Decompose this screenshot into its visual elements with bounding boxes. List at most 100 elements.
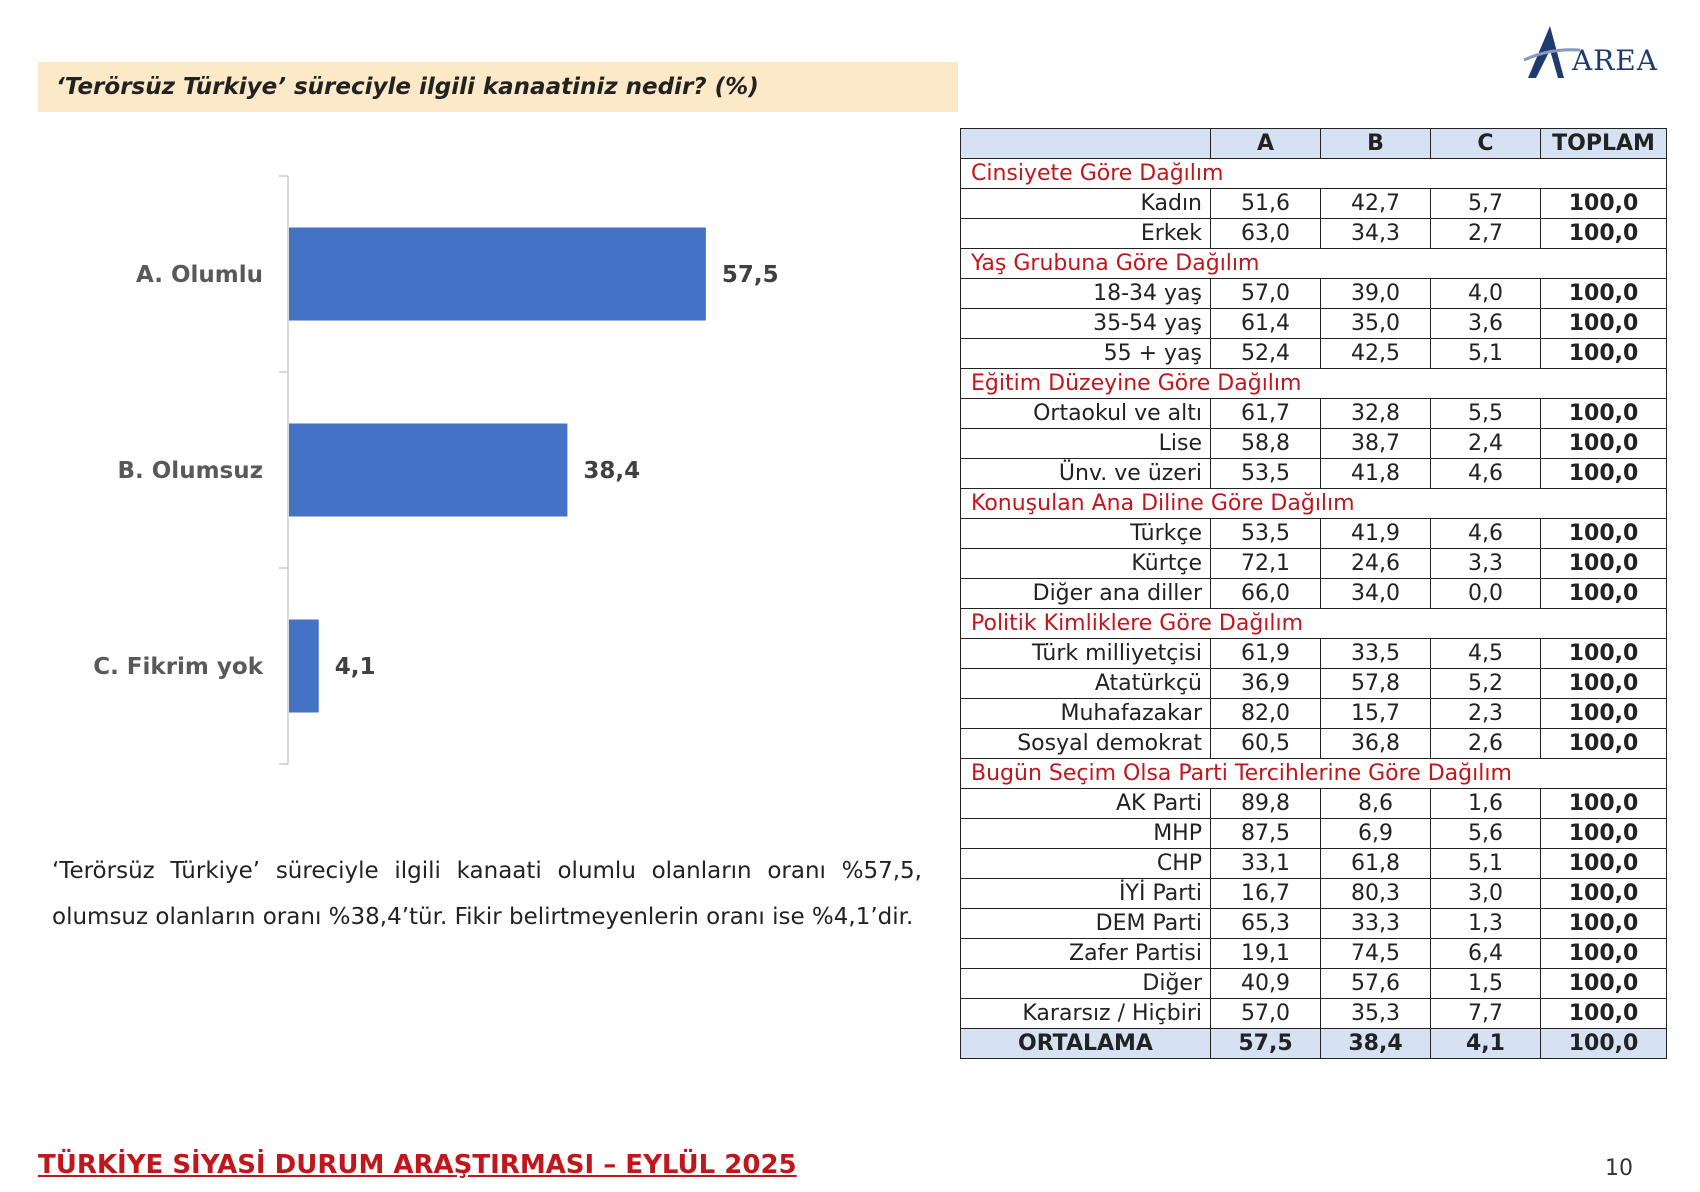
category-label: A. Olumlu	[136, 262, 263, 288]
row-label: MHP	[960, 818, 1211, 849]
table-row: DEM Parti 65,3 33,3 1,3 100,0	[960, 908, 1667, 939]
row-label: Kadın	[960, 188, 1211, 219]
average-label: ORTALAMA	[960, 1028, 1211, 1059]
table-cell: 61,9	[1210, 638, 1321, 669]
table-cell: 100,0	[1540, 578, 1667, 609]
table-cell: 72,1	[1210, 548, 1321, 579]
table-cell: 100,0	[1540, 308, 1667, 339]
table-cell: 100,0	[1540, 818, 1667, 849]
table-cell: 33,3	[1320, 908, 1431, 939]
row-label: CHP	[960, 848, 1211, 879]
table-cell: 52,4	[1210, 338, 1321, 369]
table-row: 35-54 yaş 61,4 35,0 3,6 100,0	[960, 308, 1667, 339]
question-title: ‘Terörsüz Türkiye’ süreciyle ilgili kana…	[38, 62, 958, 112]
table-row: CHP 33,1 61,8 5,1 100,0	[960, 848, 1667, 879]
table-cell: 6,9	[1320, 818, 1431, 849]
table-cell: 100,0	[1540, 998, 1667, 1029]
group-title: Konuşulan Ana Diline Göre Dağılım	[960, 488, 1667, 519]
table-row: Ortaokul ve altı 61,7 32,8 5,5 100,0	[960, 398, 1667, 429]
table-row: MHP 87,5 6,9 5,6 100,0	[960, 818, 1667, 849]
table-cell: 1,6	[1430, 788, 1541, 819]
table-cell: 100,0	[1540, 788, 1667, 819]
table-cell: 33,1	[1210, 848, 1321, 879]
data-label: 38,4	[583, 458, 640, 484]
table-cell: 100,0	[1540, 878, 1667, 909]
table-row: Erkek 63,0 34,3 2,7 100,0	[960, 218, 1667, 249]
table-cell: 2,4	[1430, 428, 1541, 459]
row-label: Diğer	[960, 968, 1211, 999]
header-cell: A	[1210, 128, 1321, 159]
table-cell: 100,0	[1540, 968, 1667, 999]
row-label: Zafer Partisi	[960, 938, 1211, 969]
average-row: ORTALAMA 57,5 38,4 4,1 100,0	[960, 1028, 1667, 1059]
table-cell: 5,1	[1430, 848, 1541, 879]
table-cell: 5,1	[1430, 338, 1541, 369]
summary-text: ‘Terörsüz Türkiye’ süreciyle ilgili kana…	[52, 858, 922, 930]
table-cell: 33,5	[1320, 638, 1431, 669]
average-cell: 100,0	[1540, 1028, 1667, 1059]
row-label: İYİ Parti	[960, 878, 1211, 909]
table-cell: 36,8	[1320, 728, 1431, 759]
table-cell: 2,3	[1430, 698, 1541, 729]
table-cell: 5,2	[1430, 668, 1541, 699]
table-cell: 100,0	[1540, 458, 1667, 489]
logo-a-mark-icon	[1523, 26, 1581, 78]
row-label: Türk milliyetçisi	[960, 638, 1211, 669]
table-cell: 87,5	[1210, 818, 1321, 849]
table-row: Diğer 40,9 57,6 1,5 100,0	[960, 968, 1667, 999]
group-header-row: Cinsiyete Göre Dağılım	[960, 158, 1667, 189]
row-label: DEM Parti	[960, 908, 1211, 939]
table-cell: 53,5	[1210, 518, 1321, 549]
header-cell: C	[1430, 128, 1541, 159]
table-cell: 100,0	[1540, 668, 1667, 699]
table-cell: 6,4	[1430, 938, 1541, 969]
table-cell: 16,7	[1210, 878, 1321, 909]
table-cell: 100,0	[1540, 728, 1667, 759]
table-cell: 4,0	[1430, 278, 1541, 309]
table-cell: 41,9	[1320, 518, 1431, 549]
table-row: Muhafazakar 82,0 15,7 2,3 100,0	[960, 698, 1667, 729]
table-cell: 100,0	[1540, 428, 1667, 459]
breakdown-table: A B C TOPLAM Cinsiyete Göre Dağılım Kadın…	[960, 128, 1667, 1059]
table-cell: 4,5	[1430, 638, 1541, 669]
row-label: Kararsız / Hiçbiri	[960, 998, 1211, 1029]
table-cell: 60,5	[1210, 728, 1321, 759]
table-cell: 80,3	[1320, 878, 1431, 909]
data-label: 57,5	[722, 262, 779, 288]
table-cell: 1,5	[1430, 968, 1541, 999]
table-row: 55 + yaş 52,4 42,5 5,1 100,0	[960, 338, 1667, 369]
table-cell: 2,7	[1430, 218, 1541, 249]
page-number: 10	[1605, 1156, 1633, 1181]
table-cell: 5,5	[1430, 398, 1541, 429]
category-label: B. Olumsuz	[117, 458, 263, 484]
table-cell: 61,4	[1210, 308, 1321, 339]
row-label: Muhafazakar	[960, 698, 1211, 729]
table-row: Sosyal demokrat 60,5 36,8 2,6 100,0	[960, 728, 1667, 759]
table-cell: 65,3	[1210, 908, 1321, 939]
table-cell: 89,8	[1210, 788, 1321, 819]
table-cell: 8,6	[1320, 788, 1431, 819]
table-row: Lise 58,8 38,7 2,4 100,0	[960, 428, 1667, 459]
row-label: Ortaokul ve altı	[960, 398, 1211, 429]
table-cell: 35,0	[1320, 308, 1431, 339]
row-label: AK Parti	[960, 788, 1211, 819]
table-cell: 4,6	[1430, 518, 1541, 549]
group-header-row: Politik Kimliklere Göre Dağılım	[960, 608, 1667, 639]
table-cell: 100,0	[1540, 548, 1667, 579]
row-label: Atatürkçü	[960, 668, 1211, 699]
table-cell: 74,5	[1320, 938, 1431, 969]
average-cell: 57,5	[1210, 1028, 1321, 1059]
table-cell: 35,3	[1320, 998, 1431, 1029]
header-cell	[960, 128, 1211, 159]
table-row: Türk milliyetçisi 61,9 33,5 4,5 100,0	[960, 638, 1667, 669]
table-cell: 57,6	[1320, 968, 1431, 999]
table-cell: 34,0	[1320, 578, 1431, 609]
table-cell: 57,0	[1210, 998, 1321, 1029]
row-label: Türkçe	[960, 518, 1211, 549]
table-cell: 3,0	[1430, 878, 1541, 909]
group-title: Yaş Grubuna Göre Dağılım	[960, 248, 1667, 279]
table-cell: 100,0	[1540, 188, 1667, 219]
table-cell: 57,0	[1210, 278, 1321, 309]
table-row: Diğer ana diller 66,0 34,0 0,0 100,0	[960, 578, 1667, 609]
area-logo: AREA	[1520, 20, 1670, 90]
